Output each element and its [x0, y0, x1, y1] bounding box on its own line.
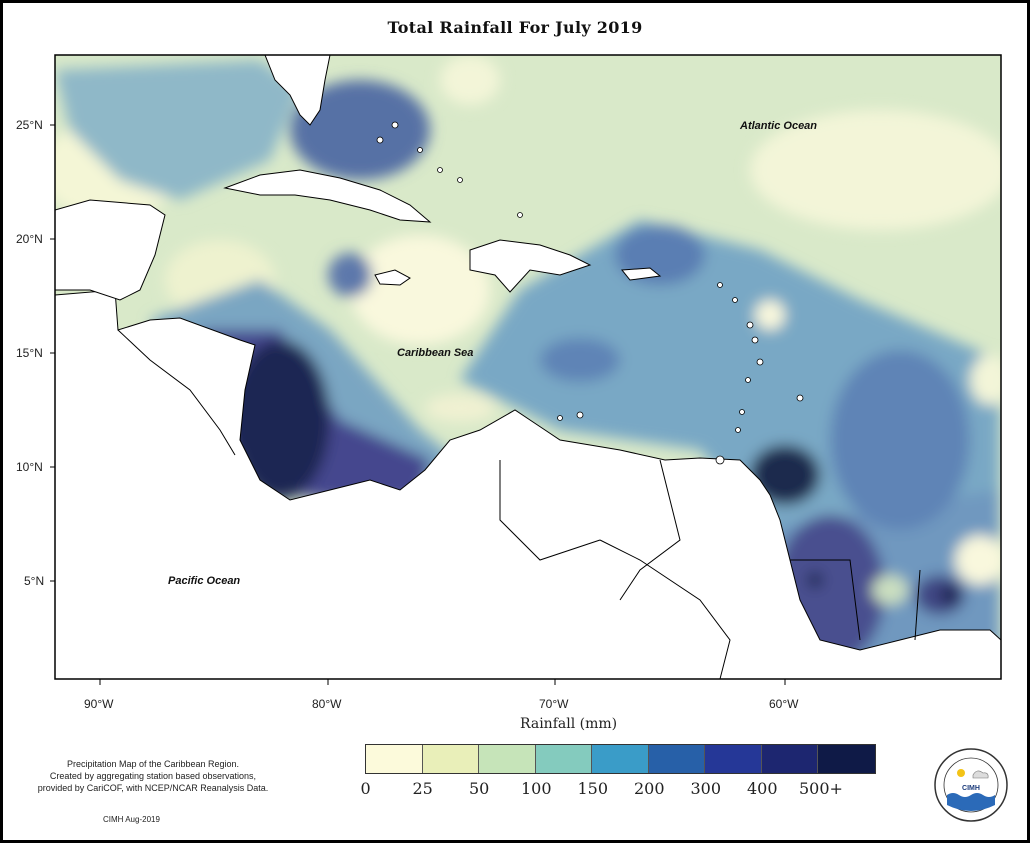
legend-title: Rainfall (mm) — [520, 716, 618, 732]
lat-label-25n: 25°N — [16, 118, 43, 132]
legend-tick-label: 100 — [521, 779, 552, 798]
lat-label-15n: 15°N — [16, 346, 43, 360]
label-pacific-ocean: Pacific Ocean — [168, 575, 241, 587]
lat-label-20n: 20°N — [16, 232, 43, 246]
land-americas — [55, 289, 1001, 679]
legend-swatch-4 — [592, 745, 649, 773]
map-title: Total Rainfall For July 2019 — [387, 18, 643, 37]
land-puerto-rico — [621, 267, 662, 281]
legend-swatch-0 — [366, 745, 423, 773]
credit-text: CIMH Aug-2019 — [103, 815, 160, 824]
legend-tick-label: 400 — [747, 779, 778, 798]
legend-tick-label: 300 — [690, 779, 722, 798]
legend-swatch-8 — [818, 745, 875, 773]
map-border — [54, 54, 1002, 680]
legend-swatch-5 — [648, 745, 705, 773]
legend-swatch-3 — [535, 745, 592, 773]
legend-swatch-7 — [761, 745, 818, 773]
lat-label-10n: 10°N — [16, 460, 43, 474]
lon-label-60w: 60°W — [769, 697, 799, 711]
lon-label-80w: 80°W — [312, 697, 342, 711]
lon-label-70w: 70°W — [539, 697, 569, 711]
legend-tick-label: 500+ — [799, 779, 843, 798]
legend-tick-label: 150 — [577, 779, 609, 798]
legend-swatch-2 — [479, 745, 536, 773]
legend-tick-label: 50 — [469, 779, 490, 798]
land-hispaniola — [469, 239, 592, 293]
label-atlantic-ocean: Atlantic Ocean — [740, 120, 818, 132]
description-line-3: provided by CariCOF, with NCEP/NCAR Rean… — [37, 783, 269, 793]
land-yucatan — [55, 199, 166, 301]
legend-tick-label: 200 — [634, 779, 665, 798]
legend-tick-label: 0 — [360, 779, 371, 798]
legend-swatch-6 — [705, 745, 762, 773]
legend-colorbar — [365, 744, 876, 774]
label-caribbean-sea: Caribbean Sea — [397, 347, 474, 359]
map-description: Precipitation Map of the Caribbean Regio… — [8, 758, 298, 794]
axis-ticks — [50, 124, 786, 685]
land-masses — [55, 55, 1001, 679]
cimh-logo: CIMH — [934, 748, 1008, 822]
country-borders — [117, 329, 921, 679]
land-cuba — [223, 169, 432, 223]
land-florida — [264, 55, 331, 126]
small-islands — [376, 121, 804, 465]
lat-label-5n: 5°N — [24, 574, 45, 588]
logo-text: CIMH — [962, 785, 980, 792]
legend-tick-label: 25 — [412, 779, 433, 798]
lon-label-90w: 90°W — [84, 697, 114, 711]
description-line-2: Created by aggregating station based obs… — [49, 771, 257, 781]
land-jamaica — [374, 269, 411, 286]
description-line-1: Precipitation Map of the Caribbean Regio… — [66, 759, 240, 769]
legend-swatch-1 — [422, 745, 479, 773]
